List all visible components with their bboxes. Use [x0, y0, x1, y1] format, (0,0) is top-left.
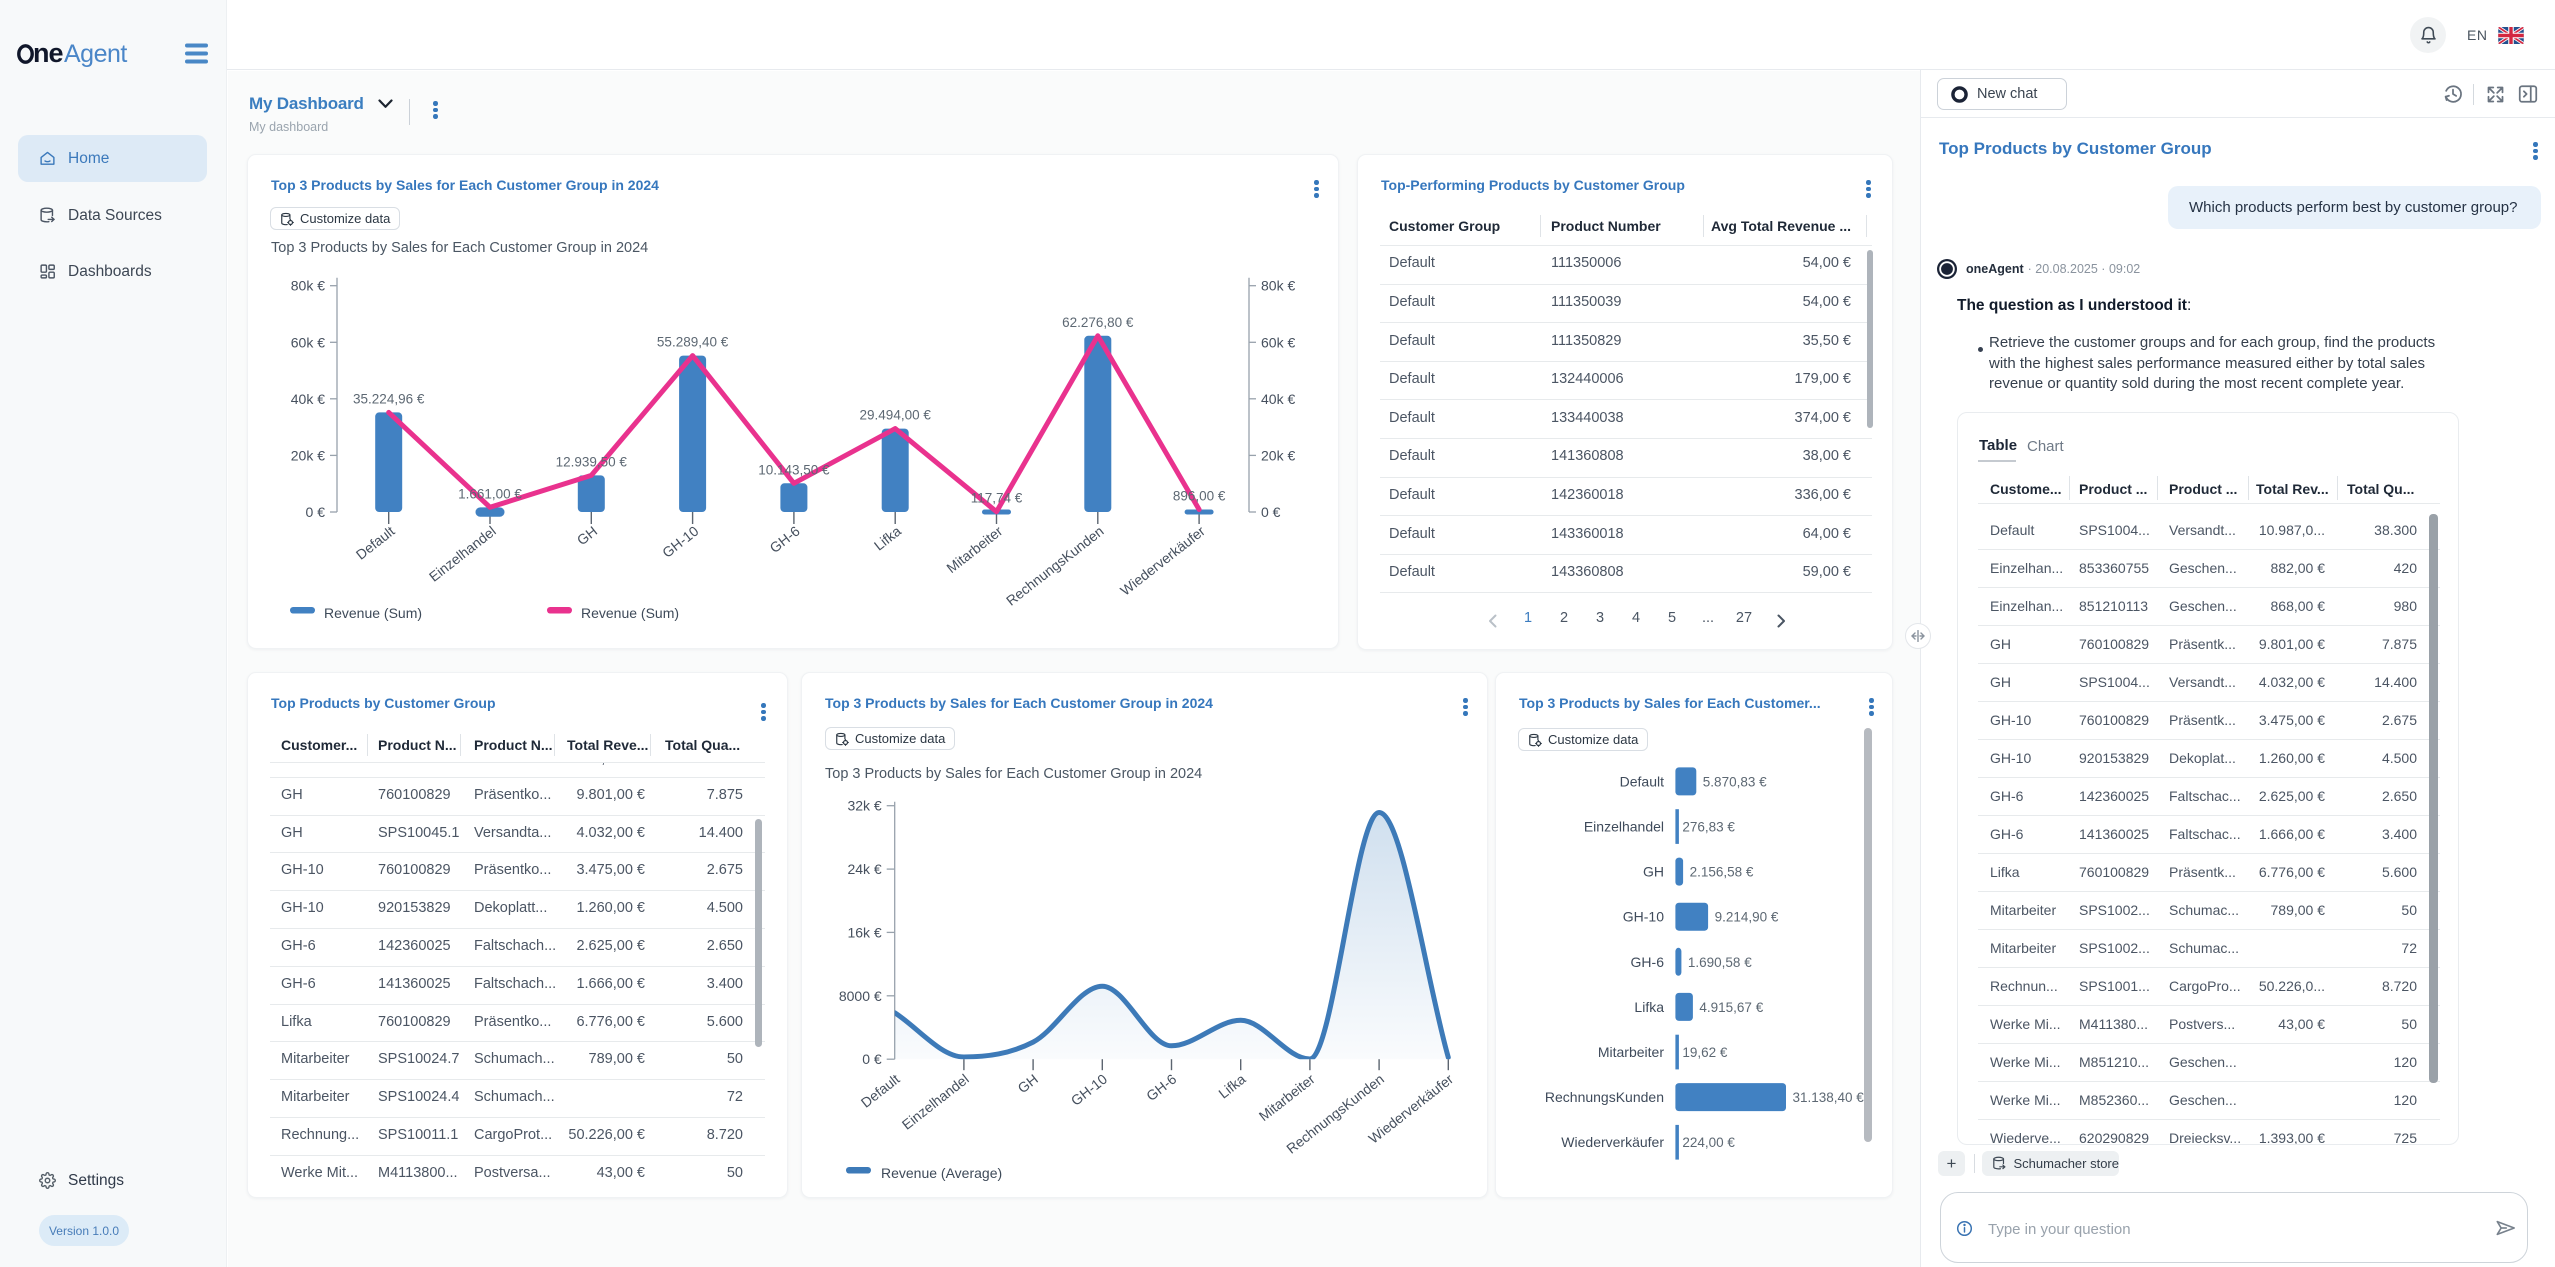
svg-text:GH-6: GH-6 [767, 523, 803, 556]
svg-text:60k €: 60k € [291, 334, 325, 350]
svg-text:Einzelhandel: Einzelhandel [1584, 819, 1664, 835]
svg-text:Revenue (Average): Revenue (Average) [881, 1165, 1002, 1181]
svg-text:GH-10: GH-10 [1068, 1071, 1111, 1109]
svg-text:12.939,50 €: 12.939,50 € [556, 454, 628, 469]
svg-text:62.276,80 €: 62.276,80 € [1062, 315, 1134, 330]
svg-text:35.224,96 €: 35.224,96 € [353, 391, 425, 406]
svg-text:Mitarbeiter: Mitarbeiter [1598, 1044, 1664, 1060]
svg-text:117,74 €: 117,74 € [971, 491, 1023, 506]
svg-text:0 €: 0 € [1261, 504, 1281, 520]
svg-text:GH: GH [1643, 864, 1664, 880]
svg-text:Mitarbeiter: Mitarbeiter [943, 523, 1005, 577]
svg-text:GH-10: GH-10 [659, 523, 702, 561]
svg-text:Lifka: Lifka [1215, 1071, 1248, 1102]
svg-text:Wiederverkäufer: Wiederverkäufer [1117, 523, 1208, 599]
svg-text:55.289,40 €: 55.289,40 € [657, 335, 729, 350]
svg-text:RechnungsKunden: RechnungsKunden [1003, 523, 1107, 609]
svg-text:224,00 €: 224,00 € [1682, 1135, 1735, 1150]
svg-text:20k €: 20k € [1261, 447, 1295, 463]
svg-text:31.138,40 €: 31.138,40 € [1793, 1090, 1865, 1105]
svg-text:0 €: 0 € [306, 504, 326, 520]
svg-text:40k €: 40k € [291, 391, 325, 407]
svg-text:80k €: 80k € [291, 278, 325, 294]
svg-text:24k €: 24k € [847, 861, 881, 877]
svg-text:2.156,58 €: 2.156,58 € [1690, 865, 1754, 880]
svg-text:5.870,83 €: 5.870,83 € [1703, 774, 1767, 789]
svg-text:Mitarbeiter: Mitarbeiter [1256, 1071, 1318, 1125]
svg-text:80k €: 80k € [1261, 278, 1295, 294]
svg-text:Revenue (Sum): Revenue (Sum) [324, 605, 422, 621]
svg-text:32k €: 32k € [847, 798, 881, 814]
svg-text:Revenue (Sum): Revenue (Sum) [581, 605, 679, 621]
svg-text:9.214,90 €: 9.214,90 € [1715, 910, 1779, 925]
svg-text:276,83 €: 276,83 € [1682, 820, 1735, 835]
svg-text:Einzelhandel: Einzelhandel [426, 523, 499, 585]
svg-text:10.143,50 €: 10.143,50 € [758, 462, 830, 477]
svg-text:Default: Default [1620, 773, 1664, 789]
svg-text:GH-10: GH-10 [1623, 909, 1664, 925]
svg-text:20k €: 20k € [291, 447, 325, 463]
svg-text:Default: Default [858, 1071, 903, 1111]
svg-text:Default: Default [353, 523, 398, 563]
svg-text:Einzelhandel: Einzelhandel [899, 1071, 972, 1133]
svg-text:4.915,67 €: 4.915,67 € [1699, 1000, 1763, 1015]
svg-text:8000 €: 8000 € [839, 988, 882, 1004]
svg-text:60k €: 60k € [1261, 334, 1295, 350]
svg-text:1.690,58 €: 1.690,58 € [1688, 955, 1752, 970]
svg-text:Lifka: Lifka [871, 523, 904, 554]
svg-text:40k €: 40k € [1261, 391, 1295, 407]
svg-text:GH-6: GH-6 [1631, 954, 1665, 970]
svg-text:16k €: 16k € [847, 924, 881, 940]
svg-text:GH: GH [1015, 1071, 1041, 1097]
svg-text:GH: GH [574, 523, 600, 549]
svg-text:896,00 €: 896,00 € [1173, 489, 1226, 504]
svg-text:GH-6: GH-6 [1143, 1071, 1179, 1104]
svg-text:Lifka: Lifka [1634, 999, 1664, 1015]
svg-text:RechnungsKunden: RechnungsKunden [1545, 1089, 1664, 1105]
svg-text:1.661,00 €: 1.661,00 € [458, 486, 522, 501]
svg-text:Wiederverkäufer: Wiederverkäufer [1561, 1134, 1664, 1150]
svg-text:0 €: 0 € [862, 1051, 882, 1067]
svg-text:19,62 €: 19,62 € [1682, 1045, 1728, 1060]
svg-text:29.494,00 €: 29.494,00 € [860, 408, 932, 423]
